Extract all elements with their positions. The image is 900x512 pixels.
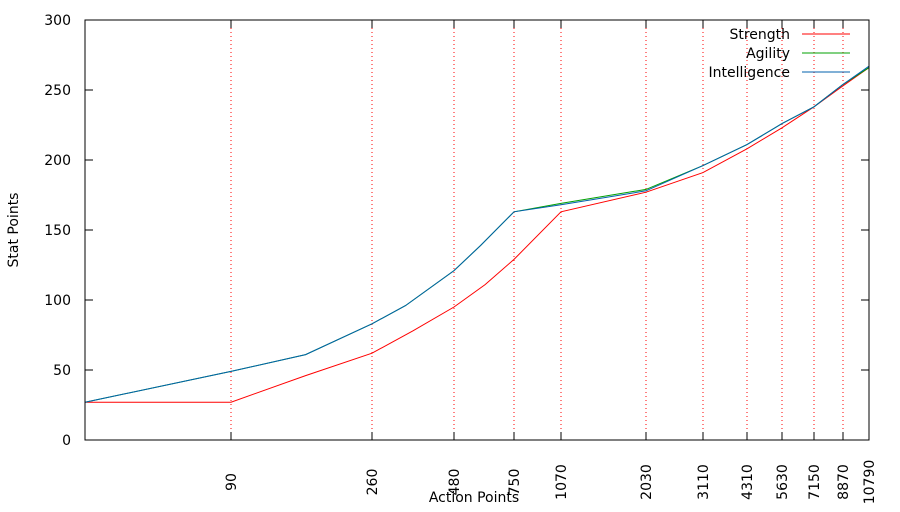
x-tick-label: 7150	[807, 464, 823, 500]
x-tick-label: 480	[447, 469, 463, 496]
x-tick-label: 5630	[775, 464, 791, 500]
legend-label: Intelligence	[709, 65, 790, 81]
y-tick-label: 50	[53, 363, 71, 379]
y-axis-label: Stat Points	[6, 193, 22, 268]
legend-label: Agility	[746, 46, 790, 62]
y-tick-label: 0	[62, 433, 71, 449]
x-tick-label: 2030	[639, 464, 655, 500]
x-axis-label: Action Points	[429, 490, 519, 506]
x-tick-label: 750	[507, 469, 523, 496]
x-tick-label: 4310	[740, 464, 756, 500]
x-tick-label: 260	[365, 469, 381, 496]
x-axis: 90 260 480 750 1070 2030 3110 4310 5630 7150 8870 1…	[224, 20, 878, 504]
x-tick-label: 3110	[696, 464, 712, 500]
series-line-strength	[85, 67, 870, 403]
legend: Strength Agility Intelligence	[709, 27, 850, 81]
y-tick-label: 150	[44, 223, 71, 239]
y-tick-label: 200	[44, 153, 71, 169]
x-tick-label: 90	[224, 473, 240, 491]
legend-label: Strength	[729, 27, 790, 43]
series-line-agility	[84, 67, 870, 403]
y-tick-label: 100	[44, 293, 71, 309]
y-tick-label: 300	[44, 13, 71, 29]
series-layer	[84, 65, 870, 403]
x-tick-label: 1070	[554, 464, 570, 500]
x-tick-label: 10790	[862, 460, 878, 505]
reference-lines	[230, 20, 844, 440]
x-tick-label: 8870	[836, 464, 852, 500]
series-line-intelligence	[84, 65, 870, 403]
y-axis: 0 50 100 150 200 250 300	[44, 13, 869, 449]
y-tick-label: 250	[44, 83, 71, 99]
